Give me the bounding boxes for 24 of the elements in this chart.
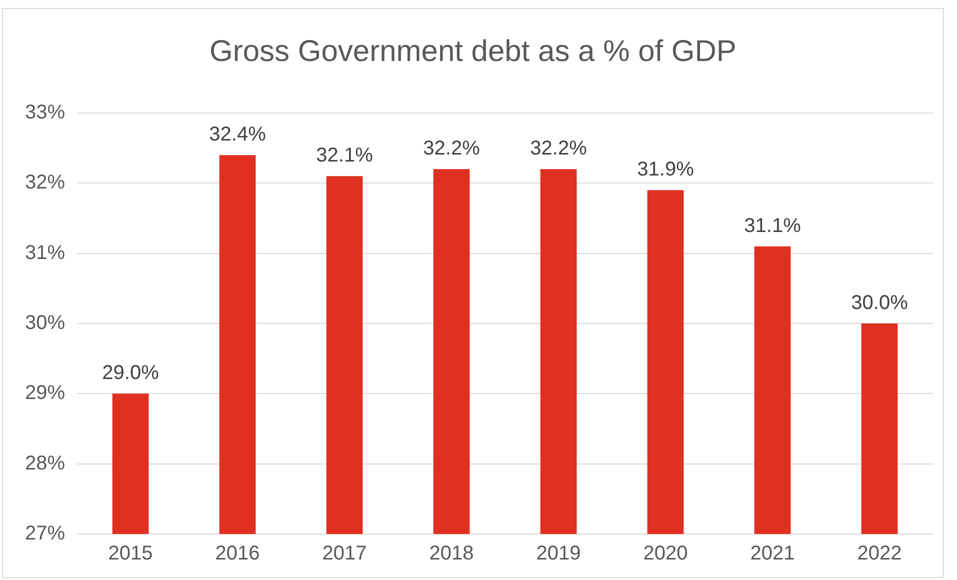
x-tick-label: 2015 [108, 542, 153, 565]
y-tick-label: 29% [25, 382, 66, 404]
y-tick-label: 32% [25, 172, 66, 194]
x-tick-label: 2016 [215, 542, 260, 565]
x-tick-label: 2020 [643, 542, 688, 565]
y-tick-label: 27% [25, 522, 66, 545]
x-tick-label: 2022 [857, 542, 902, 565]
y-tick-label: 33% [25, 102, 66, 124]
data-label: 31.9% [637, 158, 694, 181]
x-tick-label: 2017 [322, 542, 367, 565]
y-tick-label: 30% [25, 312, 66, 334]
data-label: 32.4% [209, 124, 266, 146]
x-tick-label: 2018 [429, 542, 474, 565]
data-label: 29.0% [102, 362, 160, 384]
y-tick-label: 31% [25, 242, 66, 264]
x-tick-label: 2019 [536, 542, 581, 565]
data-label: 32.1% [316, 144, 374, 167]
data-label: 30.0% [851, 292, 908, 314]
chart-title: Gross Government debt as a % of GDP [208, 35, 738, 69]
data-label: 32.2% [530, 138, 588, 160]
y-tick-label: 28% [25, 452, 66, 474]
data-label: 31.1% [744, 214, 802, 237]
x-tick-label: 2021 [750, 542, 795, 565]
data-label: 32.2% [423, 138, 480, 160]
